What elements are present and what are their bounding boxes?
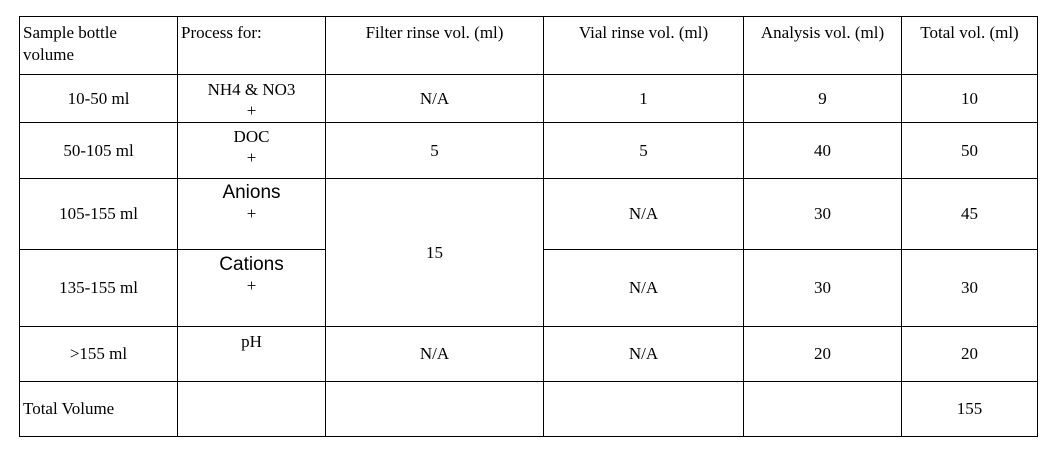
- bottle-volume-cell: 105-155 ml: [19, 178, 178, 250]
- analysis-vol-cell: 20: [743, 326, 902, 382]
- empty-cell: [743, 381, 902, 437]
- analysis-vol-cell: 40: [743, 122, 902, 179]
- plus-sign: +: [246, 204, 257, 223]
- process-cell: Anions +: [177, 178, 326, 250]
- empty-cell: [177, 381, 326, 437]
- header-analysis-vol: Analysis vol. (ml): [743, 16, 902, 75]
- plus-sign: +: [246, 148, 257, 167]
- process-name: NH4 & NO3: [207, 80, 296, 99]
- process-cell: pH: [177, 326, 326, 382]
- header-process-for: Process for:: [177, 16, 326, 75]
- total-vol-cell: 50: [901, 122, 1038, 179]
- process-name: Anions: [222, 182, 281, 203]
- total-volume-label: Total Volume: [19, 381, 178, 437]
- total-row: Total Volume 155: [19, 381, 1038, 437]
- filter-rinse-cell: N/A: [325, 326, 544, 382]
- header-row: Sample bottle volume Process for: Filter…: [19, 16, 1038, 75]
- empty-cell: [325, 381, 544, 437]
- vial-rinse-cell: 1: [543, 74, 744, 123]
- process-cell: Cations +: [177, 249, 326, 327]
- table-row: 105-155 ml Anions + 15 N/A 30 45: [19, 178, 1038, 327]
- header-bottle-volume: Sample bottle volume: [19, 16, 178, 75]
- header-total-vol: Total vol. (ml): [901, 16, 1038, 75]
- total-vol-cell: 10: [901, 74, 1038, 123]
- process-name: pH: [241, 332, 262, 351]
- total-vol-cell: 20: [901, 326, 1038, 382]
- total-vol-cell: 30: [901, 249, 1038, 327]
- header-filter-rinse: Filter rinse vol. (ml): [325, 16, 544, 75]
- bottle-volume-cell: 135-155 ml: [19, 249, 178, 327]
- analysis-vol-cell: 30: [743, 178, 902, 250]
- process-name: Cations: [219, 254, 284, 275]
- filter-rinse-cell: 15: [325, 178, 544, 327]
- header-vial-rinse: Vial rinse vol. (ml): [543, 16, 744, 75]
- header-bottle-line-2: volume: [23, 45, 74, 64]
- vial-rinse-cell: N/A: [543, 326, 744, 382]
- table-row: 50-105 ml DOC + 5 5 40 50: [19, 122, 1038, 179]
- vial-rinse-cell: 5: [543, 122, 744, 179]
- process-name: DOC: [233, 127, 270, 146]
- process-cell: NH4 & NO3 +: [177, 74, 326, 123]
- grand-total-cell: 155: [901, 381, 1038, 437]
- bottle-volume-cell: 10-50 ml: [19, 74, 178, 123]
- filter-rinse-cell: N/A: [325, 74, 544, 123]
- analysis-vol-cell: 30: [743, 249, 902, 327]
- empty-cell: [543, 381, 744, 437]
- bottle-volume-cell: >155 ml: [19, 326, 178, 382]
- plus-sign: +: [246, 276, 257, 295]
- table-row: 135-155 ml Cations + N/A 30 30: [19, 249, 1038, 327]
- bottle-volume-cell: 50-105 ml: [19, 122, 178, 179]
- header-bottle-line-1: Sample bottle: [23, 23, 117, 42]
- analysis-vol-cell: 9: [743, 74, 902, 123]
- vial-rinse-cell: N/A: [543, 178, 744, 250]
- plus-sign: +: [246, 101, 257, 120]
- sample-volume-table: Sample bottle volume Process for: Filter…: [19, 16, 1038, 437]
- process-cell: DOC +: [177, 122, 326, 179]
- table-row: >155 ml pH N/A N/A 20 20: [19, 326, 1038, 382]
- filter-rinse-cell: 5: [325, 122, 544, 179]
- total-vol-cell: 45: [901, 178, 1038, 250]
- vial-rinse-cell: N/A: [543, 249, 744, 327]
- table-row: 10-50 ml NH4 & NO3 + N/A 1 9 10: [19, 74, 1038, 123]
